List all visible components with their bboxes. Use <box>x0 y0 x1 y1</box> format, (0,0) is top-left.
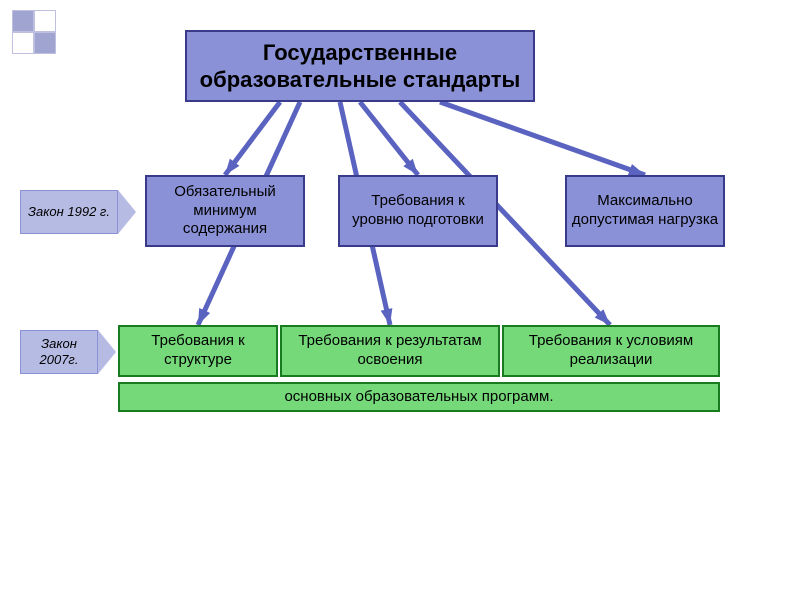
law-tag-0: Закон 1992 г. <box>20 190 118 234</box>
law-tag-1: Закон 2007г. <box>20 330 98 374</box>
decor-square-3 <box>34 32 56 54</box>
row2-box-0: Требования к структуре <box>118 325 278 377</box>
row1-box-0: Обязательный минимум содержания <box>145 175 305 247</box>
law-tag-text-0: Закон 1992 г. <box>28 204 110 220</box>
row2-box-text-0: Требования к структуре <box>122 332 274 370</box>
arrow-line-1 <box>360 102 418 175</box>
arrow-head-0 <box>225 159 239 175</box>
arrow-head-4 <box>381 308 393 325</box>
row1-box-text-1: Требования к уровню подготовки <box>344 192 492 230</box>
decor-square-2 <box>12 32 34 54</box>
row1-box-2: Максимально допустимая нагрузка <box>565 175 725 247</box>
arrow-line-2 <box>440 102 645 175</box>
law-tag-arrow-1 <box>98 330 116 374</box>
bottom-bar-text: основных образовательных программ. <box>284 388 553 407</box>
arrow-head-3 <box>198 308 210 325</box>
row2-box-1: Требования к результатам освоения <box>280 325 500 377</box>
bottom-bar: основных образовательных программ. <box>118 382 720 412</box>
arrow-head-5 <box>595 309 610 325</box>
row2-box-text-2: Требования к условиям реализации <box>506 332 716 370</box>
row1-box-text-2: Максимально допустимая нагрузка <box>571 192 719 230</box>
title-box: Государственные образовательные стандарт… <box>185 30 535 102</box>
law-tag-arrow-0 <box>118 190 136 234</box>
arrow-line-0 <box>225 102 280 175</box>
title-text: Государственные образовательные стандарт… <box>187 39 533 94</box>
decor-square-1 <box>34 10 56 32</box>
arrow-head-1 <box>403 159 418 175</box>
arrow-head-2 <box>628 164 645 175</box>
row2-box-text-1: Требования к результатам освоения <box>284 332 496 370</box>
row1-box-1: Требования к уровню подготовки <box>338 175 498 247</box>
row2-box-2: Требования к условиям реализации <box>502 325 720 377</box>
row1-box-text-0: Обязательный минимум содержания <box>151 183 299 239</box>
law-tag-text-1: Закон 2007г. <box>23 336 95 367</box>
decor-square-0 <box>12 10 34 32</box>
